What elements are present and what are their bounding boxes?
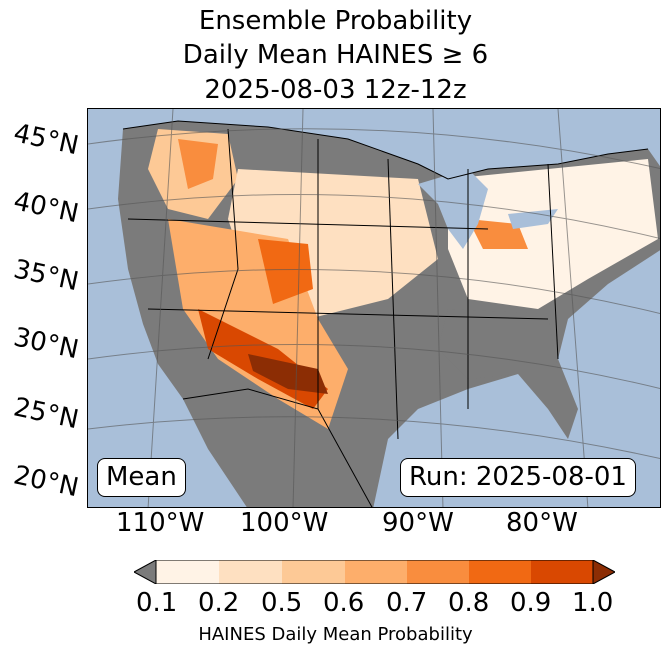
colorbar-seg-3 [282, 560, 345, 584]
region-northwest-hot [178, 139, 218, 189]
colorbar-tick-5: 0.8 [448, 588, 490, 618]
lat-label-20: 20°N [10, 460, 82, 504]
colorbar-tick-2: 0.5 [261, 588, 303, 618]
lon-label-110: 110°W [116, 508, 205, 538]
region-east [448, 159, 658, 309]
state-borders [122, 120, 649, 507]
map-panel [87, 108, 661, 508]
mean-label-box: Mean [97, 458, 186, 497]
colorbar-under [134, 560, 157, 584]
region-texas-max [248, 354, 328, 394]
lat-label-45: 45°N [10, 118, 82, 162]
lon-label-80: 80°W [506, 508, 578, 538]
colorbar-seg-2 [219, 560, 282, 584]
lon-label-100: 100°W [240, 508, 329, 538]
title-line-3: 2025-08-03 12z-12z [204, 75, 467, 105]
lat-label-25: 25°N [10, 392, 82, 436]
colorbar-tick-1: 0.2 [198, 588, 240, 618]
colorbar-tick-0: 0.1 [136, 588, 178, 618]
lat-label-30: 30°N [10, 322, 82, 366]
title-line-2: Daily Mean HAINES ≥ 6 [182, 40, 489, 70]
run-label-box: Run: 2025-08-01 [400, 458, 636, 497]
lat-label-35: 35°N [10, 254, 82, 298]
title-line-1: Ensemble Probability [198, 6, 473, 36]
colorbar-over [592, 560, 615, 584]
colorbar-tick-4: 0.7 [386, 588, 428, 618]
colorbar-tick-3: 0.6 [323, 588, 365, 618]
colorbar-seg-7 [531, 560, 593, 584]
lon-label-90: 90°W [382, 508, 454, 538]
graticule [88, 109, 660, 507]
colorbar-seg-5 [407, 560, 469, 584]
colorbar-seg-1 [156, 560, 219, 584]
colorbar-tick-6: 0.9 [510, 588, 552, 618]
colorbar-seg-6 [469, 560, 531, 584]
colorbar-seg-4 [345, 560, 407, 584]
lat-label-40: 40°N [10, 186, 82, 230]
map-svg [88, 109, 660, 507]
lake-erie [508, 209, 558, 229]
colorbar-tick-7: 1.0 [572, 588, 614, 618]
colorbar [134, 560, 615, 584]
colorbar-label: HAINES Daily Mean Probability [198, 624, 473, 645]
